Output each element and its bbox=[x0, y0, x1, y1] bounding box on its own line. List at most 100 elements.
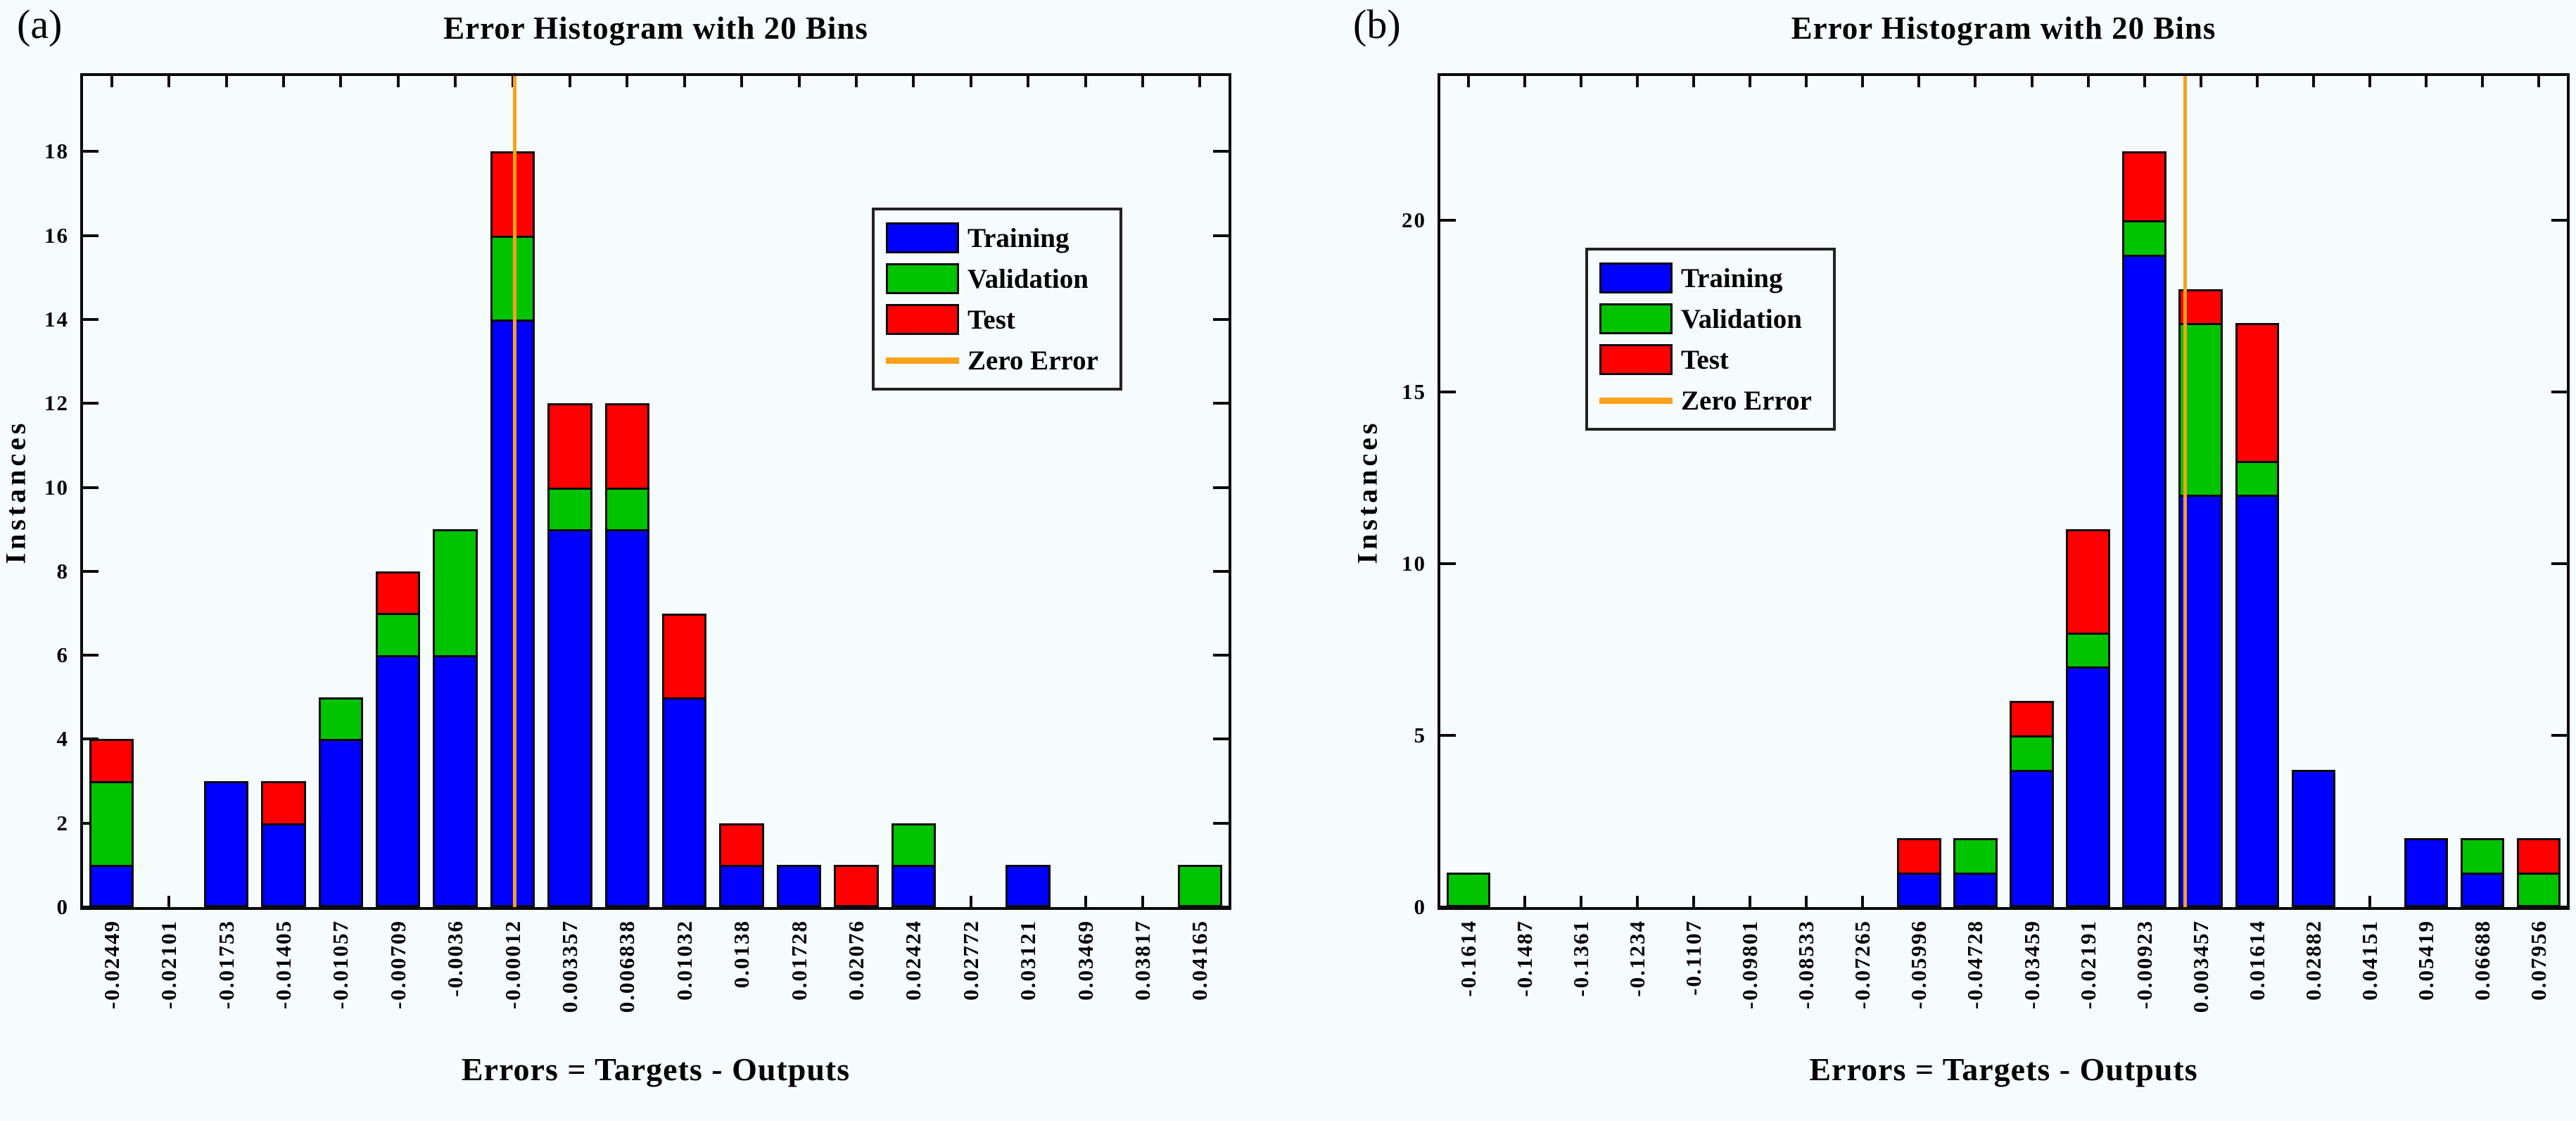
y-tick-left bbox=[1440, 733, 1456, 737]
x-tick-bottom bbox=[1692, 896, 1696, 907]
legend-item-training: Training bbox=[1599, 262, 1812, 294]
bar-segment-validation bbox=[2235, 460, 2279, 498]
bar-segment-validation bbox=[604, 487, 650, 532]
x-tick-top bbox=[110, 76, 113, 87]
x-tick-top bbox=[2424, 76, 2428, 87]
x-tick-top bbox=[1027, 76, 1030, 87]
y-tick-label: 8 bbox=[56, 558, 69, 583]
bar-segment-training bbox=[1005, 865, 1051, 907]
zero-error-line bbox=[2183, 76, 2188, 907]
y-tick-right bbox=[1213, 317, 1229, 321]
bar-segment-test bbox=[2066, 529, 2110, 635]
x-tick-text: 0.006838 bbox=[614, 920, 640, 1013]
y-tick-left bbox=[1440, 906, 1456, 908]
y-tick-label: 18 bbox=[44, 139, 69, 164]
y-tick-label: 4 bbox=[56, 726, 69, 752]
bar-segment-training bbox=[490, 319, 535, 907]
bar-segment-test bbox=[1897, 838, 1941, 875]
bar-segment-test bbox=[2122, 151, 2166, 222]
bar-segment-test bbox=[375, 571, 421, 616]
chart-title: Error Histogram with 20 Bins bbox=[1791, 11, 2216, 46]
legend-item-validation: Validation bbox=[886, 262, 1098, 295]
y-tick-label: 5 bbox=[1414, 722, 1426, 747]
bar-segment-test bbox=[719, 823, 764, 868]
y-tick-right bbox=[1213, 906, 1229, 908]
x-tick-text: -0.1487 bbox=[1512, 920, 1537, 997]
bar-segment-training bbox=[1953, 873, 1998, 907]
bar-segment-training bbox=[261, 823, 306, 907]
x-tick-text: -0.00923 bbox=[2131, 920, 2157, 1010]
bar-segment-training bbox=[2010, 769, 2054, 907]
bar-segment-test bbox=[834, 865, 879, 907]
bar-segment-training bbox=[2066, 666, 2110, 907]
y-tick-right bbox=[2551, 733, 2567, 737]
x-tick-top bbox=[1749, 76, 1752, 87]
x-tick-top bbox=[281, 76, 285, 87]
y-tick-right bbox=[1213, 486, 1229, 489]
x-tick-top bbox=[1467, 76, 1471, 87]
x-tick-top bbox=[1523, 76, 1527, 87]
x-tick-top bbox=[511, 76, 514, 87]
panel-b: (b) Error Histogram with 20 Bins Instances… bbox=[1288, 0, 2576, 1121]
x-tick-bottom bbox=[1084, 896, 1087, 907]
x-tick-text: -0.08533 bbox=[1794, 920, 1819, 1010]
x-tick-bottom bbox=[1805, 896, 1808, 907]
bar-segment-training bbox=[2460, 873, 2505, 907]
x-tick-top bbox=[626, 76, 629, 87]
y-tick-left bbox=[83, 402, 99, 405]
y-tick-right bbox=[1213, 150, 1229, 153]
x-tick-text: -0.09801 bbox=[1737, 920, 1763, 1010]
legend-item-zero-error: Zero Error bbox=[1599, 384, 1812, 417]
y-tick-label: 2 bbox=[56, 810, 69, 835]
y-tick-left bbox=[83, 569, 99, 573]
x-tick-top bbox=[1861, 76, 1865, 87]
bar-segment-validation bbox=[490, 235, 535, 322]
x-tick-top bbox=[2480, 76, 2484, 87]
y-tick-left bbox=[83, 317, 99, 321]
bar-segment-validation bbox=[2460, 838, 2505, 875]
zero-error-line bbox=[512, 76, 516, 907]
y-tick-label: 6 bbox=[56, 642, 69, 668]
bar-segment-test bbox=[89, 739, 134, 784]
x-tick-text: -0.04728 bbox=[1962, 920, 1988, 1010]
y-tick-right bbox=[1213, 737, 1229, 741]
bar-segment-training bbox=[891, 865, 937, 907]
x-tick-text: -0.0036 bbox=[443, 920, 468, 997]
x-tick-text: -0.1107 bbox=[1681, 920, 1706, 996]
bar-segment-training bbox=[661, 697, 707, 907]
bar-segment-test bbox=[604, 403, 650, 490]
x-tick-bottom bbox=[2368, 896, 2371, 907]
legend-swatch-validation bbox=[1599, 303, 1673, 334]
y-tick-label: 12 bbox=[44, 391, 69, 416]
bar-segment-validation bbox=[2066, 632, 2110, 669]
panel-letter: (a) bbox=[17, 1, 63, 47]
legend-item-zero-error: Zero Error bbox=[886, 344, 1098, 376]
x-tick-top bbox=[1580, 76, 1583, 87]
legend-swatch-training bbox=[1599, 262, 1673, 293]
x-tick-text: 0.01032 bbox=[671, 920, 697, 1001]
x-tick-text: 0.03469 bbox=[1072, 920, 1098, 1001]
y-tick-right bbox=[1213, 654, 1229, 657]
x-tick-text: 0.0138 bbox=[729, 920, 754, 989]
x-tick-top bbox=[2311, 76, 2315, 87]
x-tick-top bbox=[1636, 76, 1639, 87]
bar-segment-test bbox=[261, 781, 306, 825]
x-tick-text: -0.02191 bbox=[2075, 920, 2100, 1010]
plot-area: Training Validation Test Zero Error bbox=[1438, 73, 2570, 910]
x-tick-text: -0.1234 bbox=[1625, 920, 1650, 997]
x-tick-text: -0.01753 bbox=[213, 920, 239, 1010]
x-tick-top bbox=[854, 76, 858, 87]
x-tick-text: -0.03459 bbox=[2019, 920, 2044, 1010]
x-tick-text: -0.00012 bbox=[500, 920, 525, 1010]
x-tick-top bbox=[224, 76, 228, 87]
x-tick-text: 0.04151 bbox=[2356, 920, 2382, 1001]
bar-segment-validation bbox=[2122, 220, 2166, 257]
x-axis-label: Errors = Targets - Outputs bbox=[461, 1051, 851, 1087]
legend-item-test: Test bbox=[886, 303, 1098, 336]
bar-segment-training bbox=[2291, 769, 2335, 907]
x-tick-top bbox=[740, 76, 744, 87]
x-tick-bottom bbox=[167, 896, 171, 907]
y-tick-left bbox=[83, 654, 99, 657]
bar-segment-validation bbox=[375, 613, 421, 658]
y-axis-label: Instances bbox=[1351, 419, 1383, 564]
